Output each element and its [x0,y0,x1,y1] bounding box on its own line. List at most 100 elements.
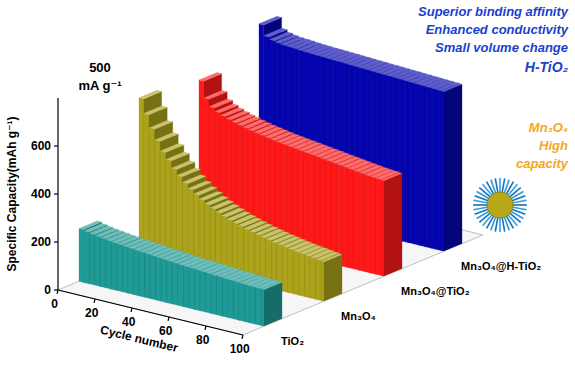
bar-top [261,282,282,290]
x-tick [204,326,206,330]
bar-front [321,261,324,301]
bar-top [177,168,201,177]
chart: 0200400600Specific Capacity(mAh g⁻¹)0204… [0,0,575,366]
bar-front [359,173,365,272]
bar-front [178,264,184,307]
series-label: Mn₃O₄@H-TiO₂ [461,260,541,272]
bar-front [233,281,239,320]
bar-front [365,175,371,273]
bar-front [228,279,234,319]
bar [381,173,402,277]
bar-front [250,286,256,324]
annotation: H-TiO₂ [525,59,568,75]
bar-front [337,164,343,266]
y-tick [54,241,58,242]
bar-top [204,90,228,99]
bar-front [293,251,299,295]
bar-front [100,238,106,288]
y-tick-label: 400 [31,187,51,201]
bar-side [264,282,282,326]
bar-front [195,269,201,311]
y-tick [54,193,58,194]
bar-front [436,89,442,250]
bar-front [117,244,123,292]
bar-front [425,86,431,248]
annotation: Mn₃O₄ [529,120,568,135]
x-tick-label: 60 [159,324,173,338]
bar-side [384,173,402,276]
spike [512,200,527,203]
bar-top [259,16,282,25]
x-tick [130,308,132,312]
annotation: Superior binding affinity [418,4,569,19]
bar-front [348,168,354,268]
bar-top [160,144,184,153]
y-tick [54,145,58,146]
x-tick-label: 0 [51,297,58,311]
bar-front [310,257,316,299]
bar [261,282,282,327]
bar-front [353,170,359,270]
bar-front [149,128,155,260]
bar-top [171,161,195,170]
annotation: mA g⁻¹ [78,78,121,93]
bar-front [342,166,348,267]
bar-front [413,83,419,245]
bar-top [381,173,402,181]
bar-front [156,257,162,302]
bar-front [370,176,376,274]
bar-front [430,88,436,249]
bar-front [408,81,414,243]
y-axis-label: Specific Capacity(mAh g⁻¹) [5,116,19,271]
bar-top [149,120,173,129]
spike [473,204,488,206]
y-tick-label: 200 [31,235,51,249]
spike [495,178,498,193]
bar-front [172,262,178,305]
bar-front [245,284,251,323]
x-tick-label: 100 [230,342,250,356]
series-label: Mn₃O₄ [341,310,376,322]
bar-side [444,84,462,251]
bar-front [402,80,408,243]
x-tick-label: 40 [122,315,136,329]
bar-front [167,260,173,304]
bar-front [84,231,90,284]
bar-front [189,267,195,309]
x-tick [241,335,243,339]
bar-top [199,73,222,82]
bar-front [239,283,245,322]
bar-top [441,83,462,91]
x-tick [167,317,169,321]
bar-front [139,251,145,297]
bar-front [331,162,337,265]
bar-top [166,152,190,161]
annotation: Enhanced conductivity [426,22,569,37]
annotation: High [539,138,568,153]
bar-front [134,249,140,295]
bar-front [144,113,150,258]
annotation: capacity [516,156,569,171]
bar-front [441,91,444,251]
bar-front [145,253,151,299]
bar-front [161,259,167,303]
spike [499,217,501,232]
bar-front [316,259,322,300]
bar-side [324,254,342,301]
spike [499,178,501,193]
x-tick [56,290,58,294]
bar [321,254,342,302]
bar-front [111,242,117,291]
bar-front [299,253,305,297]
annotation: Small volume change [435,40,568,55]
x-tick-label: 20 [85,306,99,320]
x-axis [58,290,243,335]
spike [473,207,488,210]
bar-front [261,289,264,326]
bar-top [139,90,162,99]
bar [441,83,462,251]
bar-front [150,255,156,300]
y-tick-label: 600 [31,139,51,153]
bar-front [206,272,212,313]
bar-front [305,255,311,298]
